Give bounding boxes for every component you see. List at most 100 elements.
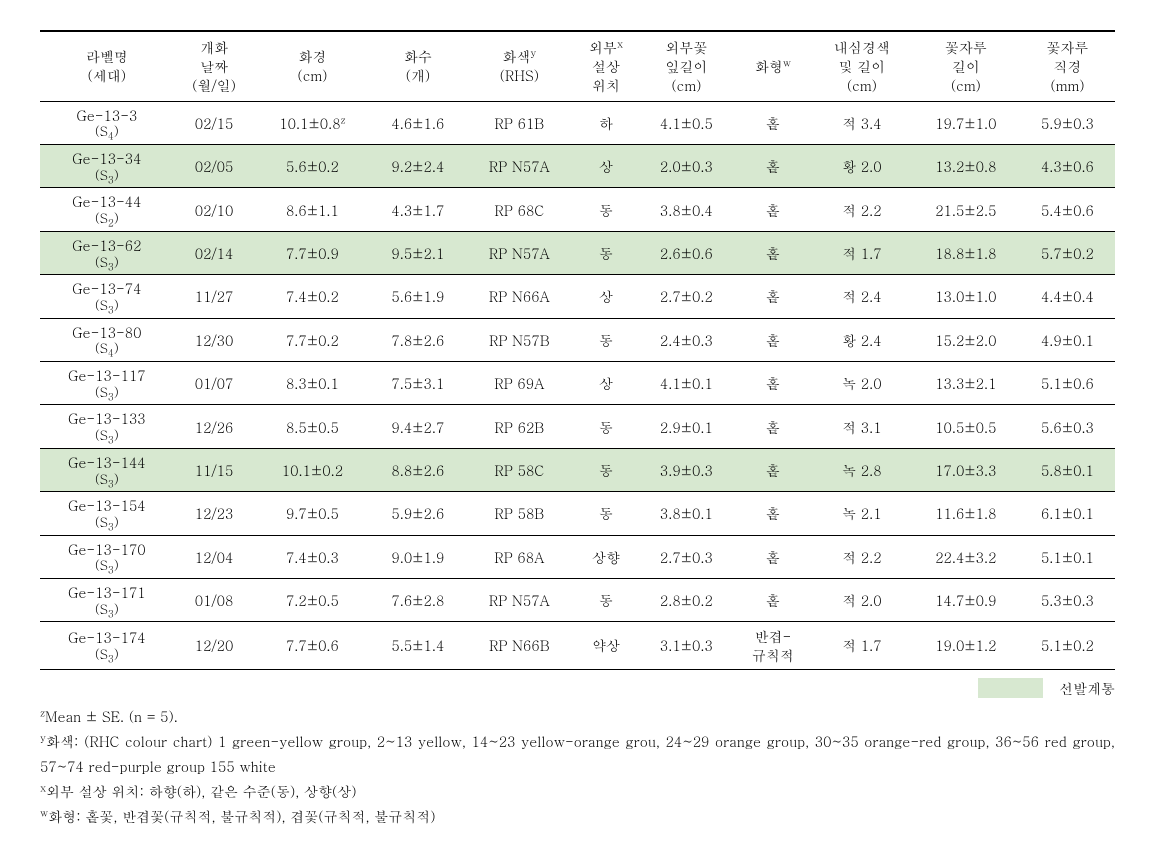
cell-cnt: 5.5±1.4 [370,622,465,669]
cell-petal: 2.8±0.2 [639,578,734,621]
table-row: Ge-13-133(S3)12/268.5±0.59.4±2.7RP 62B동2… [40,405,1115,448]
col-7: 화형w [734,31,812,101]
cell-form: 홑 [734,448,812,491]
col-9: 꽃자루길이(cm) [912,31,1020,101]
footnote-w: w화형: 홑꽃, 반겹꽃(규칙적, 불규칙적), 겹꽃(규칙적, 불규칙적) [40,804,1115,829]
cell-dia: 10.1±0.2 [254,448,370,491]
cell-petal: 2.9±0.1 [639,405,734,448]
cell-cnt: 9.5±2.1 [370,231,465,274]
cell-date: 01/08 [174,578,255,621]
table-row: Ge-13-34(S3)02/055.6±0.29.2±2.4RP N57A상2… [40,145,1115,188]
cell-dia: 7.2±0.5 [254,578,370,621]
footnote-x: x외부 설상 위치: 하향(하), 같은 수준(동), 상향(상) [40,779,1115,804]
col-2: 화경(cm) [254,31,370,101]
col-10: 꽃자루직경(mm) [1020,31,1115,101]
cell-form: 홑 [734,145,812,188]
cell-stalk_len: 18.8±1.8 [912,231,1020,274]
cell-cnt: 4.3±1.7 [370,188,465,231]
cell-rhs: RP N57A [465,145,573,188]
table-row: Ge-13-154(S3)12/239.7±0.55.9±2.6RP 58B동3… [40,492,1115,535]
cell-core: 적 2.4 [812,275,912,318]
cell-pos: 동 [573,578,639,621]
cell-stalk_len: 13.2±0.8 [912,145,1020,188]
cell-date: 02/15 [174,101,255,144]
cell-label: Ge-13-80(S4) [40,318,174,361]
cell-core: 녹 2.1 [812,492,912,535]
cell-form: 홑 [734,101,812,144]
cell-stalk_len: 14.7±0.9 [912,578,1020,621]
cell-petal: 4.1±0.5 [639,101,734,144]
cell-core: 녹 2.0 [812,362,912,405]
cell-label: Ge-13-144(S3) [40,448,174,491]
legend: 선발계통 [40,678,1115,698]
cell-dia: 7.7±0.2 [254,318,370,361]
cell-cnt: 9.2±2.4 [370,145,465,188]
cell-pos: 하 [573,101,639,144]
cell-stalk_dia: 5.1±0.1 [1020,535,1115,578]
cell-pos: 약상 [573,622,639,669]
cell-stalk_dia: 6.1±0.1 [1020,492,1115,535]
table-row: Ge-13-144(S3)11/1510.1±0.28.8±2.6RP 58C동… [40,448,1115,491]
cell-form: 홑 [734,362,812,405]
cell-core: 녹 2.8 [812,448,912,491]
cell-stalk_dia: 5.3±0.3 [1020,578,1115,621]
cell-cnt: 9.0±1.9 [370,535,465,578]
cell-form: 반겹-규칙적 [734,622,812,669]
cell-petal: 4.1±0.1 [639,362,734,405]
cell-dia: 7.7±0.6 [254,622,370,669]
data-table: 라벨명(세대)개화날짜(월/일)화경(cm)화수(개)화색y(RHS)외부x설상… [40,30,1115,670]
cell-stalk_dia: 4.3±0.6 [1020,145,1115,188]
cell-rhs: RP N66B [465,622,573,669]
cell-stalk_len: 13.3±2.1 [912,362,1020,405]
cell-form: 홑 [734,188,812,231]
cell-rhs: RP 58B [465,492,573,535]
table-row: Ge-13-62(S3)02/147.7±0.99.5±2.1RP N57A동2… [40,231,1115,274]
cell-date: 02/10 [174,188,255,231]
cell-dia: 7.4±0.3 [254,535,370,578]
cell-form: 홑 [734,231,812,274]
cell-cnt: 8.8±2.6 [370,448,465,491]
cell-cnt: 5.9±2.6 [370,492,465,535]
cell-pos: 상 [573,145,639,188]
cell-rhs: RP N57A [465,578,573,621]
cell-petal: 3.9±0.3 [639,448,734,491]
cell-pos: 상향 [573,535,639,578]
cell-core: 적 1.7 [812,231,912,274]
cell-core: 적 3.4 [812,101,912,144]
cell-cnt: 7.6±2.8 [370,578,465,621]
table-row: Ge-13-80(S4)12/307.7±0.27.8±2.6RP N57B동2… [40,318,1115,361]
cell-label: Ge-13-171(S3) [40,578,174,621]
cell-stalk_dia: 4.4±0.4 [1020,275,1115,318]
cell-rhs: RP N66A [465,275,573,318]
cell-stalk_len: 19.7±1.0 [912,101,1020,144]
cell-date: 02/14 [174,231,255,274]
cell-dia: 7.7±0.9 [254,231,370,274]
cell-form: 홑 [734,492,812,535]
table-row: Ge-13-117(S3)01/078.3±0.17.5±3.1RP 69A상4… [40,362,1115,405]
table-row: Ge-13-44(S2)02/108.6±1.14.3±1.7RP 68C동3.… [40,188,1115,231]
cell-pos: 동 [573,448,639,491]
cell-pos: 동 [573,231,639,274]
cell-rhs: RP 62B [465,405,573,448]
footnote-z: zMean ± SE. (n = 5). [40,704,1115,729]
col-1: 개화날짜(월/일) [174,31,255,101]
col-3: 화수(개) [370,31,465,101]
col-8: 내심경색및 길이(cm) [812,31,912,101]
cell-label: Ge-13-44(S2) [40,188,174,231]
cell-label: Ge-13-174(S3) [40,622,174,669]
cell-form: 홑 [734,535,812,578]
cell-stalk_len: 15.2±2.0 [912,318,1020,361]
cell-label: Ge-13-170(S3) [40,535,174,578]
cell-core: 황 2.4 [812,318,912,361]
legend-label: 선발계통 [1059,678,1115,698]
cell-stalk_len: 22.4±3.2 [912,535,1020,578]
cell-form: 홑 [734,578,812,621]
cell-stalk_dia: 5.9±0.3 [1020,101,1115,144]
cell-label: Ge-13-34(S3) [40,145,174,188]
cell-stalk_dia: 4.9±0.1 [1020,318,1115,361]
cell-dia: 9.7±0.5 [254,492,370,535]
cell-pos: 동 [573,405,639,448]
cell-stalk_dia: 5.7±0.2 [1020,231,1115,274]
cell-petal: 3.1±0.3 [639,622,734,669]
cell-date: 12/30 [174,318,255,361]
